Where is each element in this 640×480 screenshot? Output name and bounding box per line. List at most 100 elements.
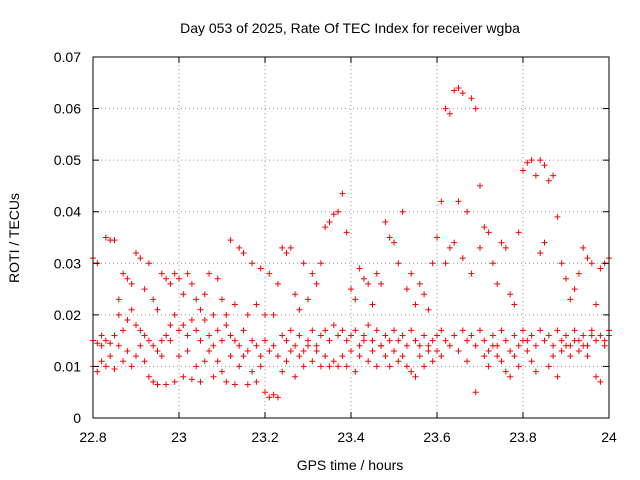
data-point bbox=[98, 332, 105, 339]
data-point bbox=[107, 340, 114, 347]
data-point bbox=[244, 347, 251, 354]
data-point bbox=[102, 337, 109, 344]
data-point bbox=[356, 342, 363, 349]
data-point bbox=[468, 95, 475, 102]
data-point bbox=[210, 373, 217, 380]
data-point bbox=[446, 110, 453, 117]
data-point bbox=[391, 347, 397, 354]
data-point bbox=[386, 337, 393, 344]
y-tick-label: 0.02 bbox=[54, 307, 81, 323]
data-point bbox=[115, 311, 122, 318]
data-point bbox=[313, 347, 320, 354]
data-point bbox=[287, 244, 294, 251]
data-point bbox=[339, 353, 346, 360]
data-point bbox=[489, 260, 496, 267]
data-point bbox=[502, 244, 509, 251]
data-point bbox=[111, 332, 118, 339]
data-point bbox=[305, 337, 311, 344]
data-point bbox=[201, 291, 208, 298]
data-point bbox=[240, 353, 247, 360]
data-point bbox=[550, 172, 557, 179]
data-point bbox=[532, 172, 539, 179]
data-point bbox=[201, 358, 208, 365]
data-point bbox=[373, 327, 380, 334]
data-point bbox=[171, 311, 178, 318]
y-tick-label: 0.06 bbox=[54, 101, 81, 117]
data-point bbox=[571, 286, 578, 293]
data-point bbox=[128, 280, 135, 287]
data-point bbox=[425, 306, 432, 313]
data-point bbox=[408, 368, 415, 375]
data-point bbox=[210, 311, 217, 318]
data-point bbox=[283, 249, 290, 256]
data-point bbox=[279, 368, 286, 375]
data-point bbox=[438, 327, 445, 334]
y-axis-label: ROTI / TECUs bbox=[6, 193, 22, 283]
data-point bbox=[378, 342, 385, 349]
data-point bbox=[176, 353, 182, 360]
data-point bbox=[541, 337, 548, 344]
data-point bbox=[184, 270, 191, 277]
data-point bbox=[593, 337, 600, 344]
data-point bbox=[141, 332, 148, 339]
data-point bbox=[498, 239, 505, 246]
data-point bbox=[322, 327, 329, 334]
data-point bbox=[317, 332, 324, 339]
data-point bbox=[485, 347, 492, 354]
data-point bbox=[360, 337, 367, 344]
data-point bbox=[223, 322, 230, 329]
x-tick-label: 22.8 bbox=[79, 429, 106, 445]
data-point bbox=[128, 363, 135, 370]
data-point bbox=[133, 249, 139, 256]
data-point bbox=[528, 332, 535, 339]
data-point bbox=[197, 337, 204, 344]
data-point bbox=[464, 358, 471, 365]
data-point bbox=[274, 280, 281, 287]
data-point bbox=[507, 291, 514, 298]
data-point bbox=[317, 363, 324, 370]
data-point bbox=[322, 224, 329, 231]
data-point bbox=[567, 353, 574, 360]
data-point bbox=[558, 337, 565, 344]
data-point bbox=[537, 249, 544, 256]
data-point bbox=[593, 301, 600, 308]
data-point bbox=[477, 327, 483, 334]
data-point bbox=[515, 229, 522, 236]
data-point bbox=[326, 219, 333, 226]
data-point bbox=[382, 353, 389, 360]
data-point bbox=[292, 373, 299, 380]
data-point bbox=[425, 347, 432, 354]
data-point bbox=[502, 368, 509, 375]
data-point bbox=[158, 337, 165, 344]
data-point bbox=[446, 342, 453, 349]
x-tick-label: 23.4 bbox=[337, 429, 364, 445]
data-point bbox=[249, 337, 256, 344]
data-point bbox=[416, 342, 423, 349]
data-point bbox=[339, 327, 346, 334]
data-point bbox=[360, 332, 367, 339]
data-point bbox=[270, 342, 277, 349]
y-tick-label: 0.01 bbox=[54, 358, 81, 374]
data-point bbox=[395, 260, 402, 267]
data-point bbox=[214, 358, 221, 365]
data-point bbox=[180, 322, 187, 329]
data-point bbox=[176, 327, 182, 334]
data-point bbox=[326, 363, 333, 370]
data-point bbox=[416, 353, 423, 360]
data-point bbox=[464, 208, 471, 215]
data-point bbox=[270, 311, 277, 318]
data-point bbox=[210, 342, 217, 349]
data-point bbox=[575, 270, 582, 277]
data-point bbox=[102, 363, 109, 370]
data-point bbox=[399, 332, 406, 339]
data-point bbox=[206, 332, 213, 339]
y-tick-label: 0.07 bbox=[54, 49, 81, 65]
data-point bbox=[520, 327, 526, 334]
data-point bbox=[455, 84, 462, 91]
data-point bbox=[115, 296, 122, 303]
data-points bbox=[90, 84, 612, 401]
data-point bbox=[176, 275, 182, 282]
data-point bbox=[365, 322, 372, 329]
data-point bbox=[154, 381, 161, 388]
data-point bbox=[120, 270, 127, 277]
